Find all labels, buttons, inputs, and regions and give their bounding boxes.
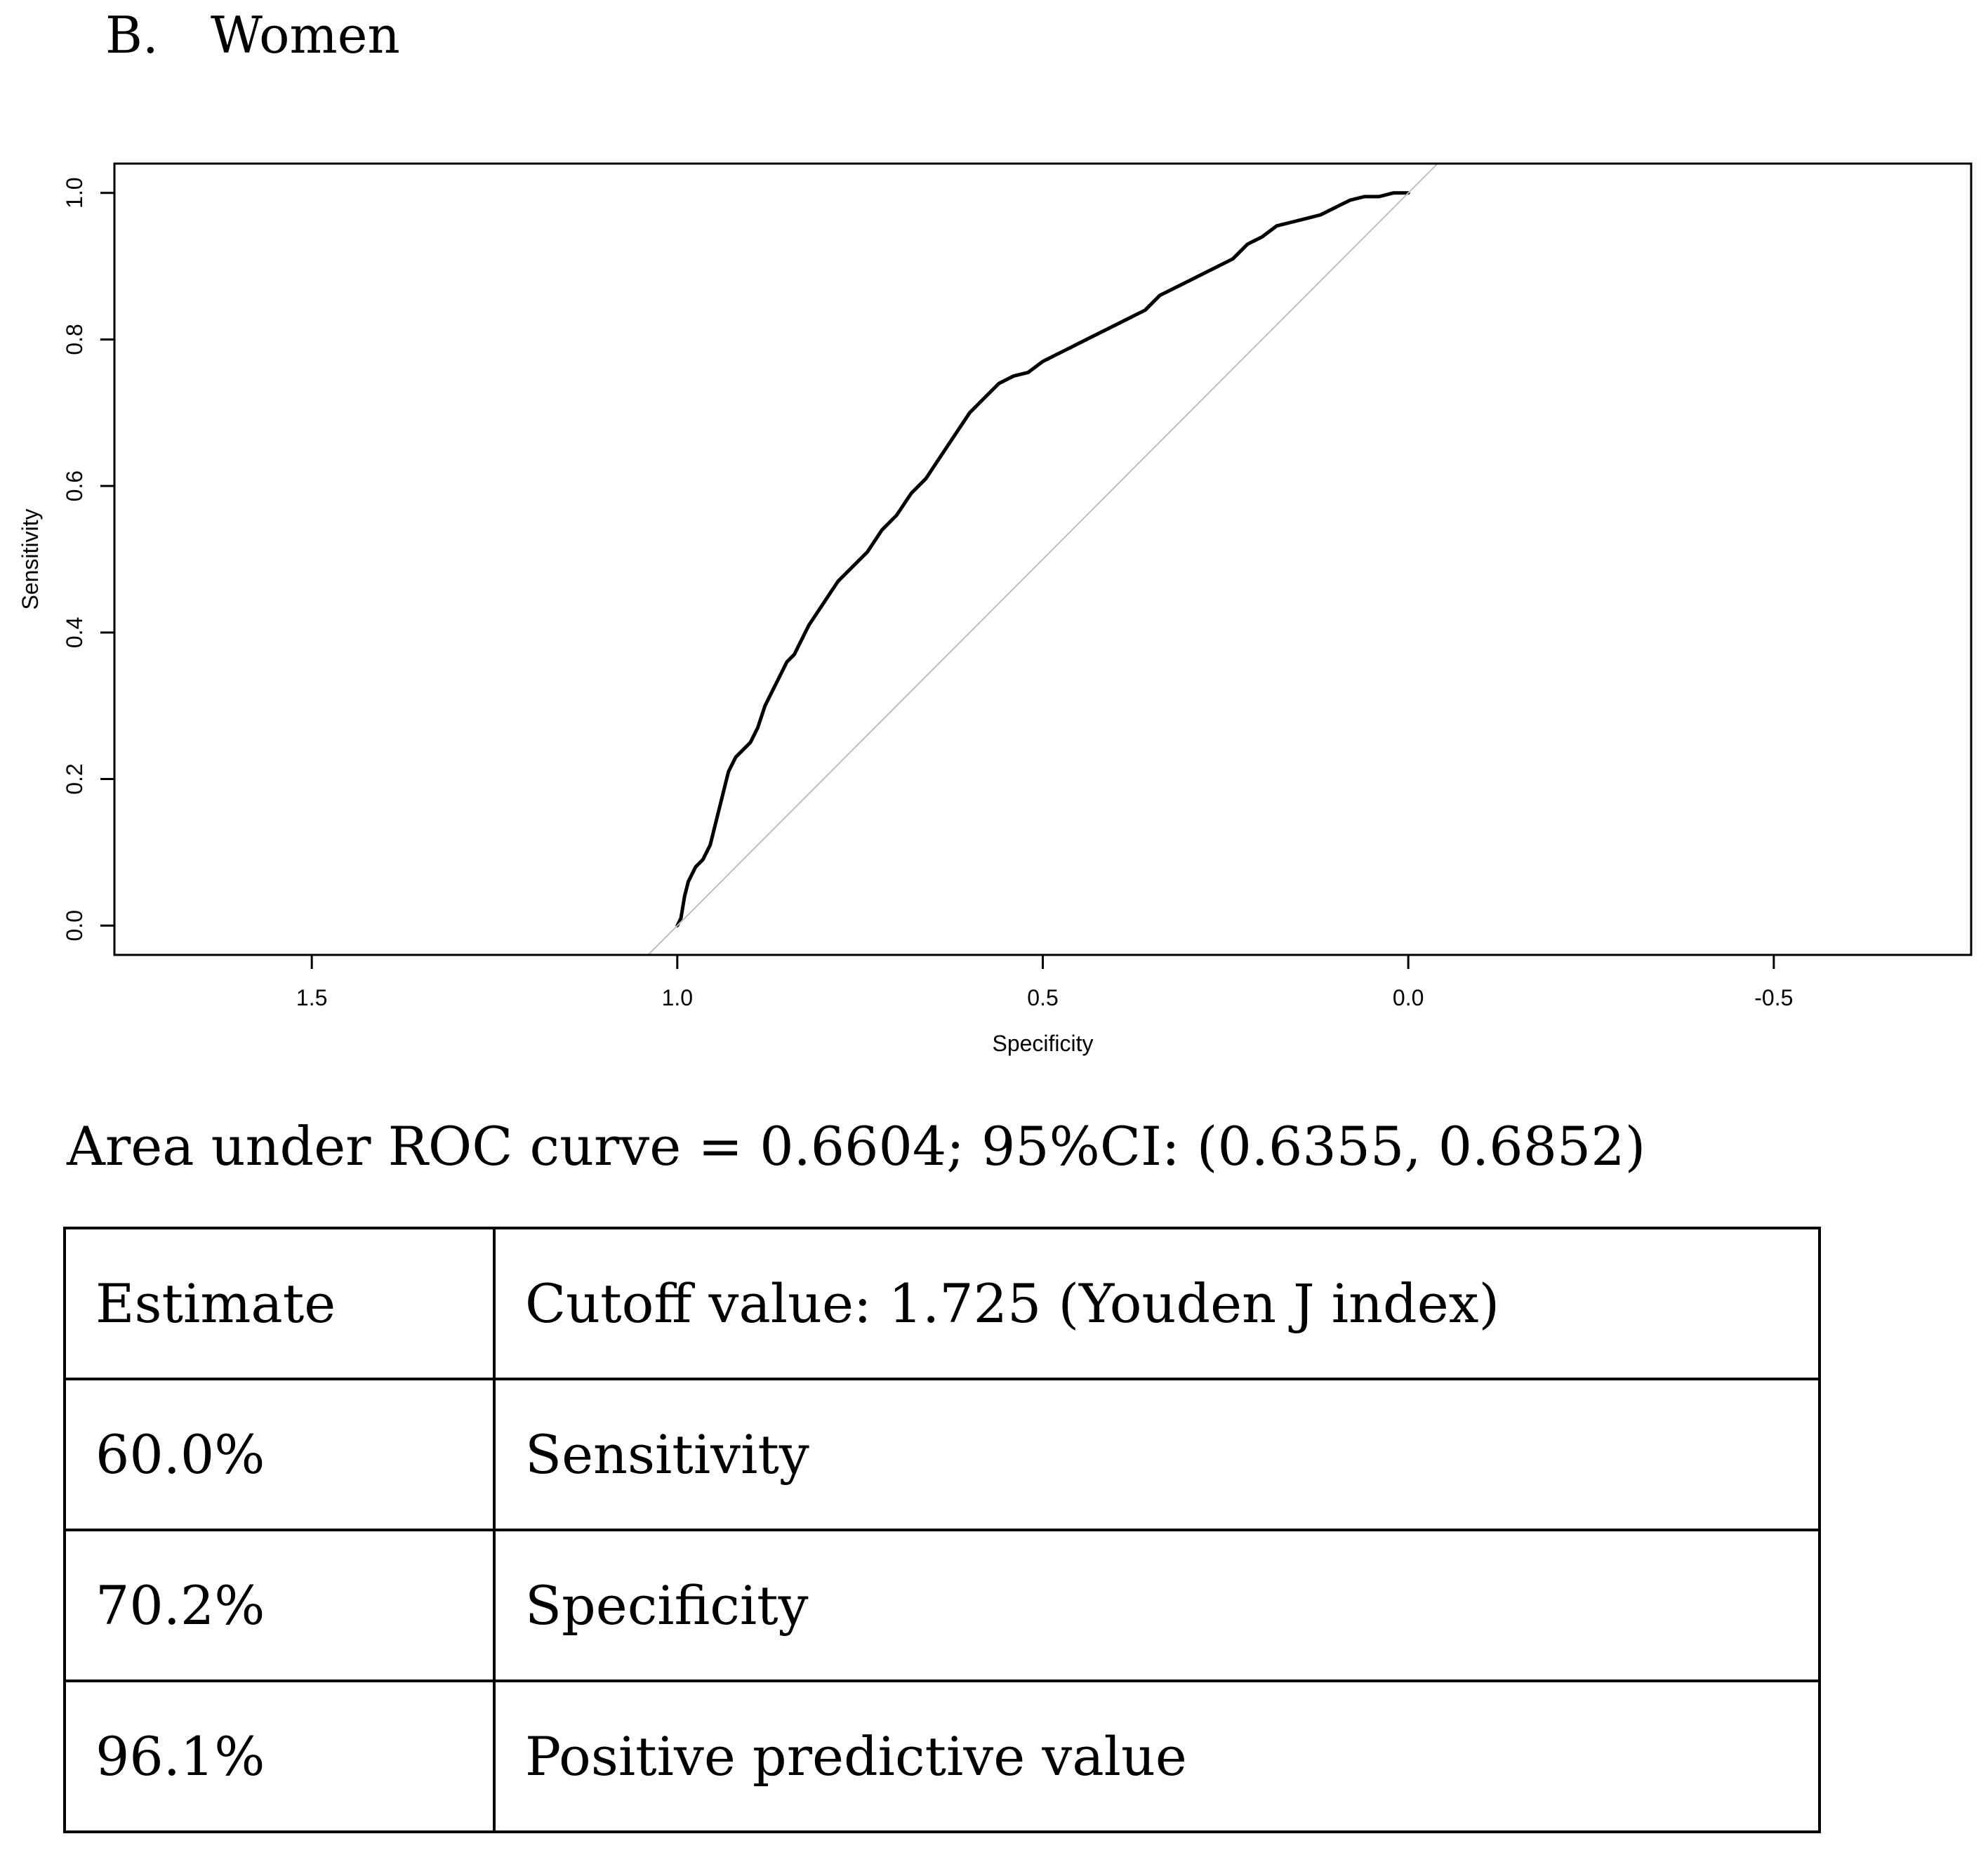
table-cell: 60.0% bbox=[63, 1378, 496, 1531]
x-tick-label: 0.5 bbox=[1027, 985, 1058, 1010]
y-tick-label: 0.4 bbox=[62, 617, 87, 648]
panel-label: B. Women bbox=[105, 6, 400, 65]
y-tick-label: 0.8 bbox=[62, 324, 87, 355]
panel-title: Women bbox=[211, 6, 400, 65]
x-tick-label: 0.0 bbox=[1393, 985, 1424, 1010]
x-tick-label: 1.5 bbox=[296, 985, 327, 1010]
y-axis-label: Sensitivity bbox=[18, 508, 43, 609]
table-row: 96.1% Positive predictive value bbox=[63, 1680, 1821, 1833]
table-row: 60.0% Sensitivity bbox=[63, 1378, 1821, 1531]
x-tick-label: 1.0 bbox=[662, 985, 693, 1010]
roc-curve-line bbox=[675, 191, 1410, 928]
roc-chart: 1.5 1.0 0.5 0.0 -0.5 0.0 0.2 0.4 0.6 0.8 1.0 Specif… bbox=[18, 162, 1973, 1056]
x-axis-label: Specificity bbox=[992, 1031, 1093, 1056]
table-cell: Specificity bbox=[493, 1529, 1821, 1682]
stats-table: Estimate Cutoff value: 1.725 (Youden J i… bbox=[63, 1227, 1821, 1833]
y-tick-label: 0.0 bbox=[62, 910, 87, 941]
y-tick-label: 0.6 bbox=[62, 470, 87, 501]
chance-diagonal-line bbox=[647, 164, 1439, 955]
table-cell: 70.2% bbox=[63, 1529, 496, 1682]
table-cell: Positive predictive value bbox=[493, 1680, 1821, 1833]
table-row: Estimate Cutoff value: 1.725 (Youden J i… bbox=[63, 1227, 1821, 1380]
auc-summary: Area under ROC curve = 0.6604; 95%CI: (0… bbox=[67, 1115, 1646, 1177]
y-tick-label: 1.0 bbox=[62, 177, 87, 208]
table-row: 70.2% Specificity bbox=[63, 1529, 1821, 1682]
panel-letter: B. bbox=[105, 6, 159, 65]
table-cell: Estimate bbox=[63, 1227, 496, 1380]
y-tick-label: 0.2 bbox=[62, 763, 87, 794]
table-cell: Cutoff value: 1.725 (Youden J index) bbox=[493, 1227, 1821, 1380]
table-cell: Sensitivity bbox=[493, 1378, 1821, 1531]
table-cell: 96.1% bbox=[63, 1680, 496, 1833]
x-tick-label: -0.5 bbox=[1754, 985, 1793, 1010]
